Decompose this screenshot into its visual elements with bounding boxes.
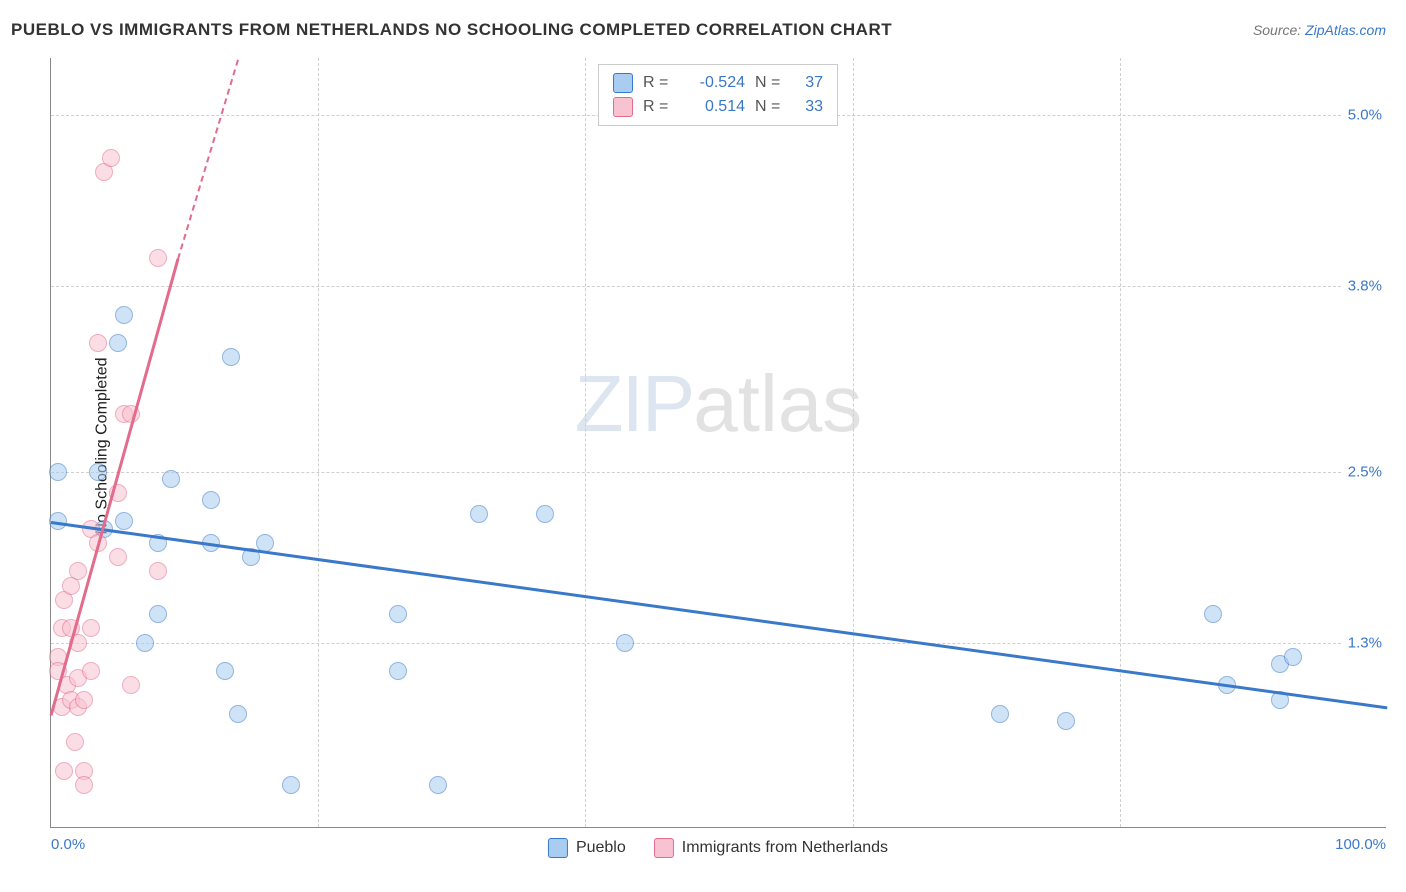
legend-r-value: -0.524 — [681, 71, 745, 95]
data-point-pueblo — [202, 491, 220, 509]
correlation-legend: R = -0.524 N = 37 R = 0.514 N = 33 — [598, 64, 838, 126]
chart-title: PUEBLO VS IMMIGRANTS FROM NETHERLANDS NO… — [11, 20, 892, 40]
data-point-neth — [149, 249, 167, 267]
data-point-pueblo — [389, 662, 407, 680]
data-point-neth — [149, 562, 167, 580]
legend-r-value: 0.514 — [681, 95, 745, 119]
trendline — [177, 59, 239, 259]
data-point-pueblo — [470, 505, 488, 523]
data-point-pueblo — [109, 334, 127, 352]
plot-region: ZIPatlas 5.0%3.8%2.5%1.3%0.0%100.0% — [50, 58, 1386, 828]
legend-swatch — [654, 838, 674, 858]
source-attribution: Source: ZipAtlas.com — [1253, 22, 1386, 38]
legend-swatch — [613, 73, 633, 93]
x-tick-label: 0.0% — [51, 836, 85, 853]
data-point-pueblo — [136, 634, 154, 652]
data-point-pueblo — [216, 662, 234, 680]
data-point-neth — [82, 619, 100, 637]
gridline-v — [318, 58, 319, 827]
data-point-pueblo — [149, 605, 167, 623]
trendline — [50, 259, 180, 716]
gridline-v — [1120, 58, 1121, 827]
data-point-pueblo — [991, 705, 1009, 723]
legend-row-pueblo: R = -0.524 N = 37 — [613, 71, 823, 95]
gridline-h — [51, 472, 1386, 473]
data-point-neth — [69, 562, 87, 580]
data-point-neth — [75, 691, 93, 709]
watermark-atlas: atlas — [693, 359, 862, 448]
data-point-pueblo — [1284, 648, 1302, 666]
legend-n-label: N = — [755, 71, 783, 95]
data-point-pueblo — [115, 512, 133, 530]
data-point-pueblo — [222, 348, 240, 366]
trendline — [51, 521, 1387, 709]
legend-r-label: R = — [643, 95, 671, 119]
legend-label: Immigrants from Netherlands — [682, 839, 888, 857]
data-point-pueblo — [536, 505, 554, 523]
y-tick-label: 3.8% — [1342, 276, 1388, 297]
data-point-neth — [102, 149, 120, 167]
data-point-neth — [109, 548, 127, 566]
data-point-pueblo — [1204, 605, 1222, 623]
data-point-pueblo — [616, 634, 634, 652]
data-point-pueblo — [429, 776, 447, 794]
data-point-neth — [66, 733, 84, 751]
data-point-pueblo — [162, 470, 180, 488]
data-point-pueblo — [49, 463, 67, 481]
y-tick-label: 5.0% — [1342, 105, 1388, 126]
gridline-v — [585, 58, 586, 827]
legend-r-label: R = — [643, 71, 671, 95]
data-point-pueblo — [1057, 712, 1075, 730]
data-point-pueblo — [229, 705, 247, 723]
data-point-pueblo — [89, 463, 107, 481]
gridline-h — [51, 286, 1386, 287]
data-point-neth — [55, 762, 73, 780]
x-tick-label: 100.0% — [1335, 836, 1386, 853]
data-point-pueblo — [115, 306, 133, 324]
legend-swatch — [613, 97, 633, 117]
legend-item-pueblo: Pueblo — [548, 838, 626, 858]
legend-n-value: 37 — [793, 71, 823, 95]
y-tick-label: 2.5% — [1342, 461, 1388, 482]
gridline-v — [853, 58, 854, 827]
legend-item-neth: Immigrants from Netherlands — [654, 838, 888, 858]
chart-area: ZIPatlas 5.0%3.8%2.5%1.3%0.0%100.0% R =-… — [50, 58, 1386, 828]
data-point-pueblo — [389, 605, 407, 623]
gridline-h — [51, 643, 1386, 644]
legend-swatch — [548, 838, 568, 858]
y-tick-label: 1.3% — [1342, 632, 1388, 653]
data-point-neth — [89, 334, 107, 352]
legend-label: Pueblo — [576, 839, 626, 857]
source-link[interactable]: ZipAtlas.com — [1305, 22, 1386, 38]
legend-row-neth: R = 0.514 N = 33 — [613, 95, 823, 119]
series-legend: Pueblo Immigrants from Netherlands — [548, 838, 888, 858]
data-point-neth — [75, 776, 93, 794]
data-point-neth — [82, 662, 100, 680]
legend-n-value: 33 — [793, 95, 823, 119]
watermark: ZIPatlas — [575, 358, 862, 450]
data-point-pueblo — [282, 776, 300, 794]
data-point-neth — [122, 676, 140, 694]
watermark-zip: ZIP — [575, 359, 693, 448]
source-label: Source: — [1253, 22, 1305, 38]
legend-n-label: N = — [755, 95, 783, 119]
